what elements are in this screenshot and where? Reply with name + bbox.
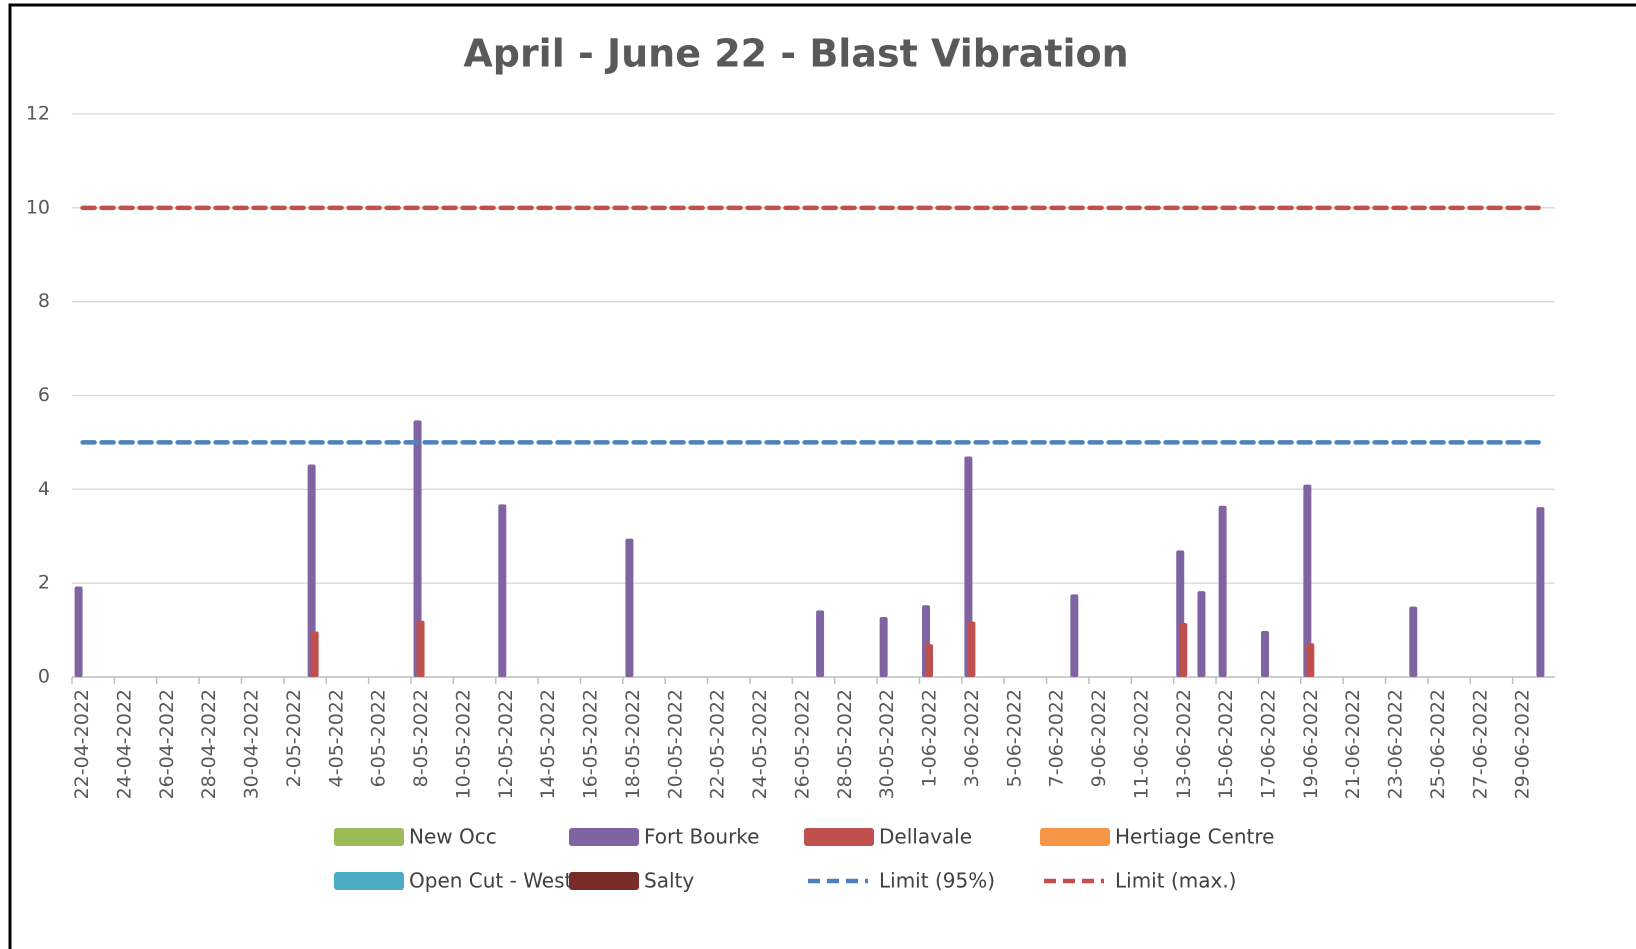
bar [625, 538, 634, 677]
x-tick-label: 26-04-2022 [156, 689, 178, 799]
x-tick-label: 17-06-2022 [1257, 689, 1279, 799]
x-tick-label: 10-05-2022 [452, 689, 474, 799]
bar [1536, 507, 1545, 677]
bar [307, 464, 316, 677]
x-tick-label: 22-04-2022 [71, 689, 93, 799]
x-tick-label: 12-05-2022 [495, 689, 517, 799]
bar [1179, 623, 1188, 677]
x-tick-label: 30-05-2022 [876, 689, 898, 799]
x-tick-label: 19-06-2022 [1300, 689, 1322, 799]
legend-label: Limit (95%) [879, 869, 995, 893]
legend-label: Fort Bourke [644, 825, 759, 849]
bar [1409, 606, 1418, 677]
x-tick-label: 8-05-2022 [410, 689, 432, 787]
y-tick-label: 8 [38, 290, 50, 312]
x-tick-label: 16-05-2022 [580, 689, 602, 799]
x-tick-label: 13-06-2022 [1173, 689, 1195, 799]
x-tick-label: 26-05-2022 [791, 689, 813, 799]
bar [1218, 505, 1227, 677]
legend-label: Dellavale [879, 825, 972, 849]
legend-label: New Occ [409, 825, 497, 849]
x-tick-label: 6-05-2022 [368, 689, 390, 787]
x-tick-label: 4-05-2022 [325, 689, 347, 787]
bar [1306, 643, 1315, 677]
bar [498, 504, 507, 677]
x-tick-label: 28-04-2022 [198, 689, 220, 799]
x-tick-label: 24-05-2022 [749, 689, 771, 799]
legend-label: Hertiage Centre [1115, 825, 1274, 849]
bar [1197, 591, 1206, 677]
bar [925, 644, 934, 677]
chart-title: April - June 22 - Blast Vibration [463, 32, 1128, 76]
legend-swatch [1040, 828, 1110, 846]
x-tick-label: 5-06-2022 [1003, 689, 1025, 787]
legend-swatch [804, 828, 874, 846]
x-tick-label: 30-04-2022 [241, 689, 263, 799]
bar [816, 610, 825, 677]
legend-label: Open Cut - West [409, 869, 573, 893]
x-tick-label: 20-05-2022 [664, 689, 686, 799]
legend-swatch [569, 872, 639, 890]
x-tick-label: 15-06-2022 [1215, 689, 1237, 799]
bar [1070, 594, 1079, 677]
frame [8, 3, 1636, 949]
x-tick-label: 28-05-2022 [834, 689, 856, 799]
x-tick-label: 1-06-2022 [919, 689, 941, 787]
legend-swatch [569, 828, 639, 846]
y-tick-label: 10 [26, 196, 50, 218]
x-tick-label: 24-04-2022 [113, 689, 135, 799]
bar [1260, 631, 1269, 677]
bar [310, 631, 319, 677]
x-tick-label: 23-06-2022 [1385, 689, 1407, 799]
y-tick-label: 12 [26, 103, 50, 125]
y-tick-label: 2 [38, 572, 50, 594]
bar [967, 621, 976, 677]
x-tick-label: 2-05-2022 [283, 689, 305, 787]
bar [1303, 484, 1312, 677]
x-tick-label: 11-06-2022 [1130, 689, 1152, 799]
bar [416, 620, 425, 677]
bar [413, 420, 422, 677]
x-tick-label: 25-06-2022 [1427, 689, 1449, 799]
legend-label: Limit (max.) [1115, 869, 1236, 893]
x-tick-label: 7-06-2022 [1046, 689, 1068, 787]
x-tick-label: 21-06-2022 [1342, 689, 1364, 799]
bar [879, 616, 888, 677]
x-tick-label: 9-06-2022 [1088, 689, 1110, 787]
legend-label: Salty [644, 869, 694, 893]
y-tick-label: 0 [38, 666, 50, 688]
x-tick-label: 22-05-2022 [707, 689, 729, 799]
bar [74, 586, 83, 677]
y-tick-label: 6 [38, 384, 50, 406]
x-tick-label: 3-06-2022 [961, 689, 983, 787]
x-tick-label: 29-06-2022 [1512, 689, 1534, 799]
legend-swatch [334, 828, 404, 846]
y-tick-label: 4 [38, 478, 50, 500]
x-tick-label: 18-05-2022 [622, 689, 644, 799]
x-tick-label: 14-05-2022 [537, 689, 559, 799]
legend-swatch [334, 872, 404, 890]
x-tick-label: 27-06-2022 [1469, 689, 1491, 799]
